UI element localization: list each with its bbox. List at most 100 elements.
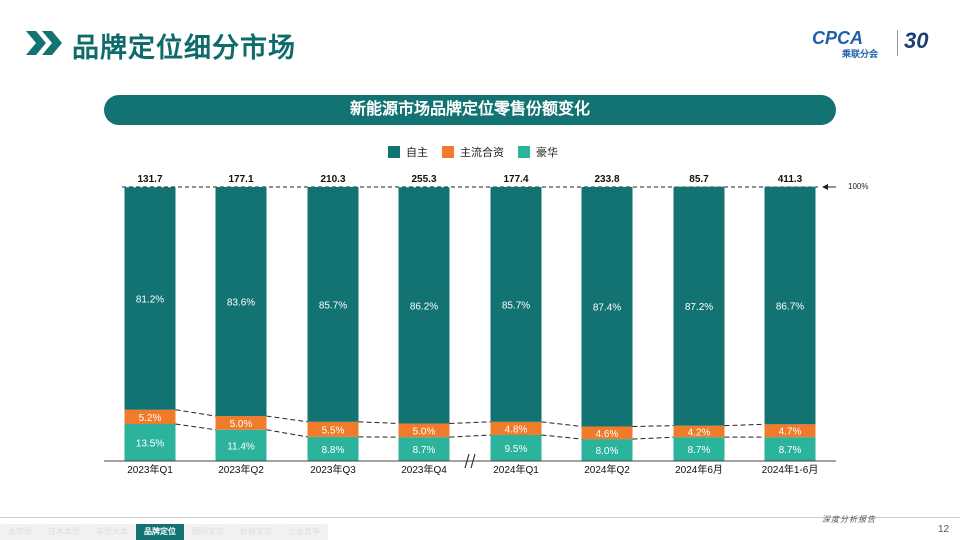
total-label: 131.7 [137,174,162,185]
bar-segment [673,425,725,438]
bar-segment [581,439,633,461]
data-label: 8.7% [413,445,436,456]
data-label: 8.7% [688,445,711,456]
category-label: 2024年Q1 [493,463,539,476]
total-label: 255.3 [411,174,436,185]
data-label: 5.0% [413,426,436,437]
data-label: 8.7% [779,445,802,456]
category-label: 2024年Q2 [584,463,630,476]
total-label: 177.4 [503,174,528,185]
report-label: 深度分析报告 [822,515,876,524]
bar-segment [581,187,633,427]
category-label: 2024年1-6月 [762,463,819,476]
footer-tab-active[interactable]: 品牌定位 [136,524,184,540]
legend-swatch [518,146,530,158]
connector-line [632,436,674,440]
data-label: 81.2% [136,295,164,306]
data-label: 83.6% [227,298,255,309]
bar-segment [581,426,633,440]
category-label: 2024年6月 [675,463,723,476]
legend-item: 主流合资 [442,144,504,160]
bar-segment [124,409,176,425]
bar-segment [307,187,359,422]
footer-divider [0,517,960,518]
bar-segment [398,187,450,424]
data-label: 85.7% [502,300,530,311]
connector-line [266,415,308,423]
logo-cn: 乘联分会 [842,49,879,59]
data-label: 5.2% [139,413,162,424]
axis-break-mark [470,453,476,469]
data-label: 5.5% [322,425,345,436]
bar-segment [124,424,176,461]
bar-segment [215,416,267,430]
bar-segment [398,437,450,461]
footer-tab[interactable]: 总市场 [0,524,40,540]
axis-break-mark [464,453,470,469]
connector-line [724,423,765,427]
data-label: 4.8% [505,424,528,435]
logo-divider [897,30,898,56]
bar-segment [490,421,542,435]
data-label: 87.2% [685,302,713,313]
connector-line [541,434,582,440]
total-label: 411.3 [778,174,803,185]
legend-swatch [442,146,454,158]
data-label: 5.0% [230,419,253,430]
chart-title: 新能源市场品牌定位零售份额变化 [104,95,836,125]
logo-anniversary: 30 [904,28,929,53]
footer-tab[interactable]: 价格定位 [232,524,280,540]
connector-line [449,421,491,424]
footer-tab[interactable]: 企业竞争 [280,524,328,540]
data-label: 87.4% [593,303,621,314]
data-label: 4.2% [688,427,711,438]
bar-segment [673,186,725,426]
legend-label: 主流合资 [460,147,504,159]
page-number: 12 [938,524,950,535]
total-label: 233.8 [594,174,619,185]
category-label: 2023年Q2 [218,463,264,476]
bar-segment [215,429,267,461]
footer-tab[interactable]: 车型大类 [88,524,136,540]
legend-swatch [388,146,400,158]
footer-nav: 总市场 技术类型 车型大类 品牌定位 国别定位 价格定位 企业竞争 [0,524,328,540]
category-label: 2023年Q3 [310,463,356,476]
data-label: 8.0% [596,446,619,457]
legend-label: 豪华 [536,147,558,159]
total-label: 85.7 [689,174,709,185]
reference-label: 100% [848,182,868,191]
bar-segment [124,187,176,410]
connector-line [358,421,399,424]
data-label: 13.5% [136,439,164,450]
connector-line [632,425,674,427]
chevron-icon [26,31,62,55]
page-title: 品牌定位细分市场 [72,33,296,63]
connector-line [175,423,216,431]
footer-tab[interactable]: 国别定位 [184,524,232,540]
cpca-logo: CPCA 乘联分会 30 [812,28,944,59]
bar-segment [490,187,542,422]
bar-segment [673,437,725,461]
data-label: 8.8% [322,445,345,456]
category-label: 2023年Q1 [127,463,173,476]
data-label: 4.6% [596,429,619,440]
bar-segment [764,437,816,461]
data-label: 86.7% [776,302,804,313]
data-label: 9.5% [505,444,528,455]
connector-line [541,421,582,427]
bar-segment [490,434,542,461]
footer-tab[interactable]: 技术类型 [40,524,88,540]
legend-item: 自主 [388,144,428,160]
connector-line [449,434,491,438]
category-label: 2023年Q4 [401,463,447,476]
data-label: 11.4% [227,441,255,452]
connector-line [266,429,308,438]
data-label: 86.2% [410,301,438,312]
bar-segment [764,186,816,425]
legend-item: 豪华 [518,144,558,160]
connector-line [175,409,216,417]
logo-brand: CPCA [812,28,864,48]
bar-segment [398,423,450,438]
reference-arrowhead [822,184,828,190]
